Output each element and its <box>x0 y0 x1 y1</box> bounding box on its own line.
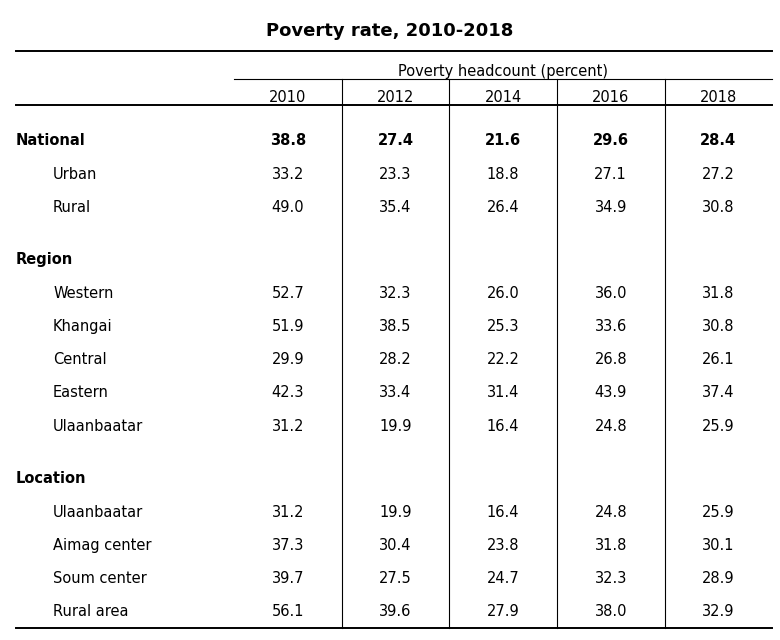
Text: 23.8: 23.8 <box>487 538 519 553</box>
Text: 30.8: 30.8 <box>702 319 735 334</box>
Text: 30.1: 30.1 <box>702 538 735 553</box>
Text: Rural: Rural <box>53 200 91 215</box>
Text: 52.7: 52.7 <box>271 285 304 301</box>
Text: 26.0: 26.0 <box>487 285 519 301</box>
Text: 42.3: 42.3 <box>271 385 304 401</box>
Text: Urban: Urban <box>53 166 98 182</box>
Text: Poverty headcount (percent): Poverty headcount (percent) <box>398 64 608 79</box>
Text: Region: Region <box>16 252 73 268</box>
Text: 25.9: 25.9 <box>702 504 735 520</box>
Text: 2016: 2016 <box>592 90 629 104</box>
Text: 26.4: 26.4 <box>487 200 519 215</box>
Text: 16.4: 16.4 <box>487 419 519 434</box>
Text: Location: Location <box>16 471 86 486</box>
Text: 19.9: 19.9 <box>379 504 412 520</box>
Text: 27.1: 27.1 <box>594 166 627 182</box>
Text: 34.9: 34.9 <box>594 200 627 215</box>
Text: 2014: 2014 <box>484 90 522 104</box>
Text: 29.6: 29.6 <box>593 133 629 148</box>
Text: 39.7: 39.7 <box>271 571 304 586</box>
Text: 23.3: 23.3 <box>379 166 412 182</box>
Text: 31.2: 31.2 <box>271 504 304 520</box>
Text: 25.9: 25.9 <box>702 419 735 434</box>
Text: 32.9: 32.9 <box>702 604 735 620</box>
Text: Khangai: Khangai <box>53 319 112 334</box>
Text: Western: Western <box>53 285 113 301</box>
Text: Rural area: Rural area <box>53 604 129 620</box>
Text: 27.2: 27.2 <box>702 166 735 182</box>
Text: 16.4: 16.4 <box>487 504 519 520</box>
Text: 51.9: 51.9 <box>271 319 304 334</box>
Text: 31.4: 31.4 <box>487 385 519 401</box>
Text: 38.0: 38.0 <box>594 604 627 620</box>
Text: 21.6: 21.6 <box>485 133 521 148</box>
Text: Poverty rate, 2010-2018: Poverty rate, 2010-2018 <box>266 22 514 40</box>
Text: 32.3: 32.3 <box>594 571 627 586</box>
Text: 28.2: 28.2 <box>379 352 412 367</box>
Text: 31.2: 31.2 <box>271 419 304 434</box>
Text: 29.9: 29.9 <box>271 352 304 367</box>
Text: 2012: 2012 <box>377 90 414 104</box>
Text: 37.3: 37.3 <box>271 538 304 553</box>
Text: 24.8: 24.8 <box>594 419 627 434</box>
Text: 27.9: 27.9 <box>487 604 519 620</box>
Text: 38.8: 38.8 <box>270 133 306 148</box>
Text: National: National <box>16 133 85 148</box>
Text: 22.2: 22.2 <box>487 352 519 367</box>
Text: 28.9: 28.9 <box>702 571 735 586</box>
Text: 36.0: 36.0 <box>594 285 627 301</box>
Text: 30.4: 30.4 <box>379 538 412 553</box>
Text: 27.4: 27.4 <box>378 133 413 148</box>
Text: 31.8: 31.8 <box>702 285 735 301</box>
Text: 25.3: 25.3 <box>487 319 519 334</box>
Text: 18.8: 18.8 <box>487 166 519 182</box>
Text: 39.6: 39.6 <box>379 604 412 620</box>
Text: 31.8: 31.8 <box>594 538 627 553</box>
Text: 35.4: 35.4 <box>379 200 412 215</box>
Text: 26.8: 26.8 <box>594 352 627 367</box>
Text: 26.1: 26.1 <box>702 352 735 367</box>
Text: Ulaanbaatar: Ulaanbaatar <box>53 504 144 520</box>
Text: 37.4: 37.4 <box>702 385 735 401</box>
Text: 33.6: 33.6 <box>594 319 627 334</box>
Text: 30.8: 30.8 <box>702 200 735 215</box>
Text: Ulaanbaatar: Ulaanbaatar <box>53 419 144 434</box>
Text: 43.9: 43.9 <box>594 385 627 401</box>
Text: 19.9: 19.9 <box>379 419 412 434</box>
Text: Eastern: Eastern <box>53 385 109 401</box>
Text: 24.7: 24.7 <box>487 571 519 586</box>
Text: Central: Central <box>53 352 107 367</box>
Text: 27.5: 27.5 <box>379 571 412 586</box>
Text: 32.3: 32.3 <box>379 285 412 301</box>
Text: 33.2: 33.2 <box>271 166 304 182</box>
Text: Soum center: Soum center <box>53 571 147 586</box>
Text: 24.8: 24.8 <box>594 504 627 520</box>
Text: 2018: 2018 <box>700 90 737 104</box>
Text: 2010: 2010 <box>269 90 307 104</box>
Text: 38.5: 38.5 <box>379 319 412 334</box>
Text: 56.1: 56.1 <box>271 604 304 620</box>
Text: Aimag center: Aimag center <box>53 538 151 553</box>
Text: 33.4: 33.4 <box>379 385 412 401</box>
Text: 49.0: 49.0 <box>271 200 304 215</box>
Text: 28.4: 28.4 <box>700 133 736 148</box>
